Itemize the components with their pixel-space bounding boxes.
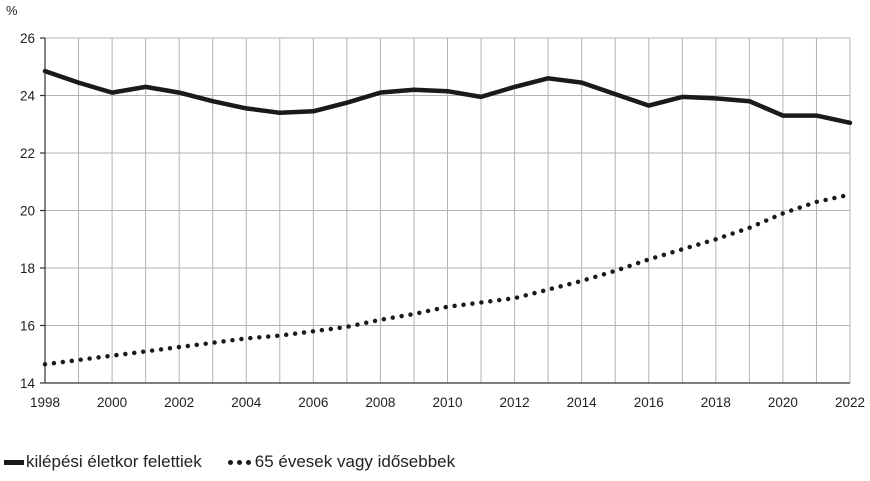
x-tick-label: 2016	[634, 395, 664, 410]
legend-dotted-line-swatch	[227, 459, 252, 465]
x-tick-label: 2008	[365, 395, 395, 410]
series-line-dotted	[42, 192, 853, 367]
x-tick-label: 2004	[231, 395, 262, 410]
y-tick-label: 16	[20, 319, 35, 334]
legend-label-dotted: 65 évesek vagy idősebbek	[254, 452, 456, 471]
y-tick-label: 18	[20, 261, 35, 276]
y-tick-label: 22	[20, 146, 35, 161]
x-tick-label: 1998	[30, 395, 60, 410]
legend-item-solid: kilépési életkor felettiek	[4, 452, 202, 472]
x-tick-label: 2006	[298, 395, 328, 410]
y-tick-label: 14	[20, 376, 36, 391]
legend-item-dotted: 65 évesek vagy idősebbek	[227, 452, 456, 472]
series-line-solid	[42, 68, 853, 126]
x-tick-label: 2010	[432, 395, 462, 410]
legend-solid-line-swatch	[4, 459, 24, 465]
x-tick-label: 2000	[97, 395, 127, 410]
legend: kilépési életkor felettiek 65 évesek vag…	[4, 452, 481, 472]
x-tick-label: 2014	[567, 395, 598, 410]
x-tick-label: 2018	[701, 395, 731, 410]
series-lines	[42, 68, 853, 367]
grid	[45, 37, 851, 383]
x-tick-label: 2020	[768, 395, 798, 410]
y-unit-label: %	[6, 3, 18, 18]
y-tick-label: 20	[20, 204, 35, 219]
x-tick-label: 2002	[164, 395, 194, 410]
legend-label-solid: kilépési életkor felettiek	[26, 452, 202, 471]
y-tick-label: 24	[20, 89, 36, 104]
x-tick-label: 2022	[835, 395, 865, 410]
y-tick-label: 26	[20, 31, 35, 46]
axes	[40, 37, 850, 384]
x-tick-label: 2012	[500, 395, 530, 410]
